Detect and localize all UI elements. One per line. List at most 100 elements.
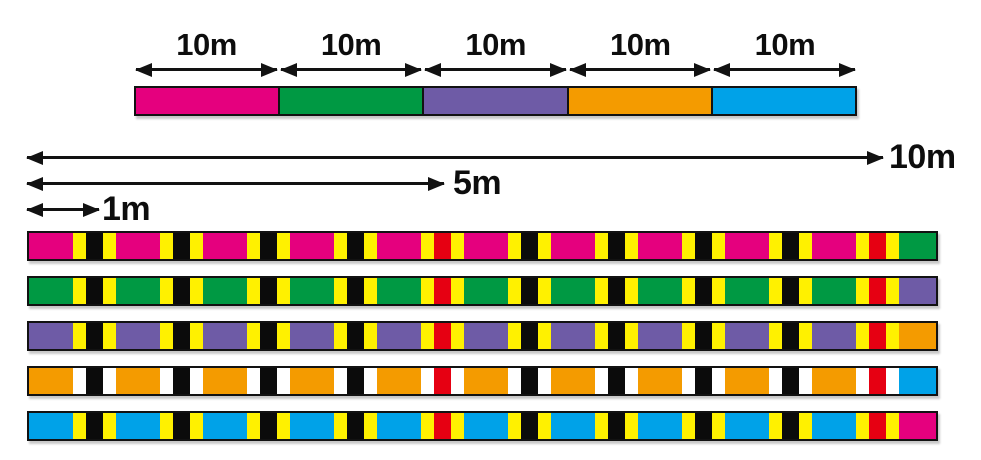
meter-segment (203, 368, 247, 394)
meter-segment (29, 233, 73, 259)
mark-edge (856, 413, 869, 439)
mark-edge (103, 368, 116, 394)
mark-edge (886, 323, 899, 349)
meter-segment (725, 368, 769, 394)
black-center-mark (608, 368, 625, 394)
mark-edge (682, 278, 695, 304)
black-center-mark (608, 278, 625, 304)
ruler-label-10m: 10m (889, 138, 956, 176)
next-section-color (899, 233, 936, 259)
mark-edge (421, 413, 434, 439)
meter-segment (725, 233, 769, 259)
mark-edge (769, 368, 782, 394)
black-center-mark (347, 413, 364, 439)
black-center-mark (521, 233, 538, 259)
mark-edge (247, 233, 260, 259)
scale-segment-pink (136, 88, 279, 114)
meter-segment (812, 323, 856, 349)
mark-edge (769, 413, 782, 439)
mark-edge (712, 413, 725, 439)
meter-segment (116, 368, 160, 394)
meter-segment (464, 233, 508, 259)
mark-edge (712, 278, 725, 304)
mark-edge (538, 233, 551, 259)
mark-edge (595, 368, 608, 394)
black-center-mark (347, 233, 364, 259)
black-center-mark (173, 233, 190, 259)
mark-edge (595, 278, 608, 304)
mark-edge (103, 323, 116, 349)
red-center-mark (869, 413, 886, 439)
meter-segment (638, 278, 682, 304)
black-center-mark (347, 368, 364, 394)
mark-edge (103, 233, 116, 259)
segment-length-label-blue: 10m (754, 27, 816, 62)
mark-edge (712, 233, 725, 259)
mark-edge (451, 233, 464, 259)
mark-edge (769, 323, 782, 349)
mark-edge (682, 413, 695, 439)
color-scale-bar (134, 86, 857, 116)
next-section-color (899, 413, 936, 439)
mark-edge (277, 233, 290, 259)
meter-segment (638, 233, 682, 259)
black-center-mark (608, 413, 625, 439)
mark-edge (625, 368, 638, 394)
meter-segment (812, 413, 856, 439)
mark-edge (595, 233, 608, 259)
mark-edge (712, 323, 725, 349)
mark-edge (886, 368, 899, 394)
black-center-mark (86, 323, 103, 349)
mark-edge (508, 278, 521, 304)
black-center-mark (347, 323, 364, 349)
mark-edge (886, 413, 899, 439)
mark-edge (334, 233, 347, 259)
meter-segment (377, 278, 421, 304)
black-center-mark (260, 368, 277, 394)
meter-segment (290, 233, 334, 259)
meter-segment (377, 233, 421, 259)
mark-edge (190, 278, 203, 304)
meter-segment (203, 323, 247, 349)
segment-length-label-orange: 10m (610, 27, 671, 62)
black-center-mark (86, 233, 103, 259)
mark-edge (190, 233, 203, 259)
mark-edge (334, 413, 347, 439)
black-center-mark (695, 413, 712, 439)
meter-segment (812, 233, 856, 259)
meter-segment (116, 323, 160, 349)
mark-edge (625, 413, 638, 439)
black-center-mark (782, 233, 799, 259)
meter-segment (464, 413, 508, 439)
ruler-arrow-10m (26, 150, 884, 165)
mark-edge (421, 368, 434, 394)
black-center-mark (521, 323, 538, 349)
mark-edge (73, 233, 86, 259)
mark-edge (364, 323, 377, 349)
mark-edge (595, 323, 608, 349)
mark-edge (451, 323, 464, 349)
segment-length-label-pink: 10m (176, 27, 237, 62)
mark-edge (364, 278, 377, 304)
black-center-mark (695, 233, 712, 259)
mark-edge (508, 233, 521, 259)
meter-segment (29, 323, 73, 349)
meter-segment (551, 368, 595, 394)
meter-segment (116, 413, 160, 439)
segment-dimension-arrow (279, 62, 422, 77)
meter-segment (812, 278, 856, 304)
meter-segment (203, 233, 247, 259)
mark-edge (334, 278, 347, 304)
mark-edge (190, 368, 203, 394)
red-center-mark (434, 368, 451, 394)
mark-edge (277, 323, 290, 349)
red-center-mark (869, 368, 886, 394)
mark-edge (73, 413, 86, 439)
meter-segment (551, 323, 595, 349)
meter-segment (377, 368, 421, 394)
marked-line-blue (27, 411, 938, 441)
black-center-mark (695, 323, 712, 349)
black-center-mark (695, 278, 712, 304)
mark-edge (682, 323, 695, 349)
